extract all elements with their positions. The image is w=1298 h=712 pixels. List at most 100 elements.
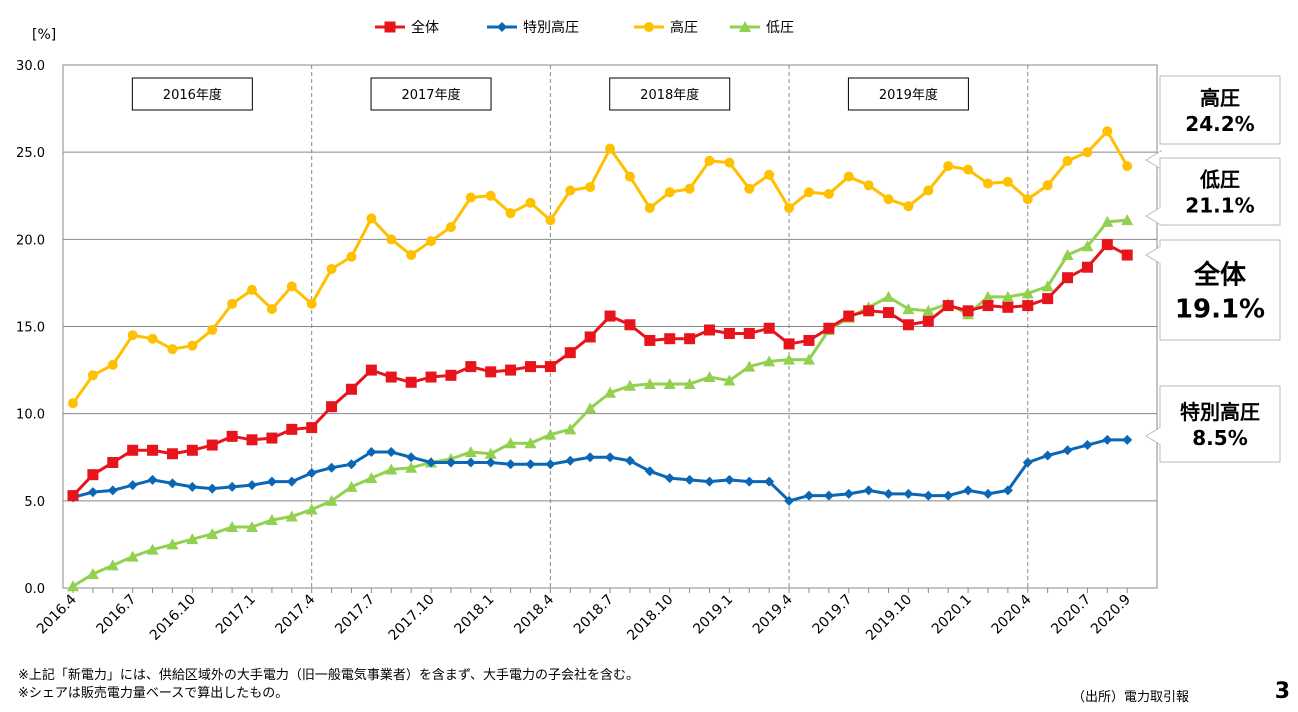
page-number: 3 [1274,679,1290,704]
data-point [67,580,79,592]
data-point [744,476,755,487]
data-point [644,202,655,213]
period-label: 2019年度 [879,87,938,103]
data-point [385,463,398,475]
data-point [723,374,736,386]
data-point [425,371,437,383]
data-point [982,300,994,312]
data-point [903,488,914,499]
data-point [366,213,377,224]
data-point [87,469,99,481]
data-point [265,514,278,526]
data-point [585,182,596,193]
data-point [942,300,954,312]
callout-pointer-mask [1159,208,1162,224]
callout-value: 21.1% [1185,194,1254,218]
data-point [524,361,536,373]
legend-marker [644,22,654,32]
period-label: 2016年度 [163,87,222,103]
x-tick-label: 2020.7 [1048,592,1094,638]
data-point [823,490,834,501]
data-point [345,480,358,492]
legend: 全体 特別高圧 高圧 低圧 [375,19,794,36]
legend-marker [739,21,751,32]
data-point [902,319,914,331]
series-0 [67,239,1133,502]
data-point [584,331,596,343]
source-note: （出所）電力取引報 [1072,690,1190,705]
data-point [963,485,974,496]
callout-frame [1159,239,1281,341]
data-point [664,473,675,484]
x-tick-label: 2016.4 [34,591,80,637]
data-point [764,169,775,180]
data-point [624,319,636,331]
x-tick-label: 2017.1 [213,592,259,638]
data-point [883,307,895,319]
data-point [605,452,616,463]
period-label-box: 2017年度 [370,77,492,111]
data-point [87,487,98,498]
data-point [544,361,556,373]
data-point [1042,450,1053,461]
data-point [1102,434,1113,445]
period-label-box: 2019年度 [847,77,969,111]
callout-pointer [1145,206,1162,226]
data-point [982,488,993,499]
data-point [963,164,974,175]
data-point [505,459,516,470]
callout-value: 8.5% [1192,426,1247,450]
data-point [406,250,417,261]
data-point [923,185,934,196]
x-tick-label: 2017.10 [386,592,438,644]
y-tick-label: 0.0 [24,582,45,597]
data-point [68,398,78,409]
data-point [207,483,218,494]
callout-frame [1159,157,1281,226]
data-point [764,476,775,487]
data-point [585,452,596,463]
data-point [943,490,954,501]
data-point [604,310,616,322]
data-point [1002,485,1013,496]
callout-frame [1159,385,1281,463]
data-point [1022,300,1034,312]
data-point [365,364,377,376]
data-point [485,366,497,378]
x-tick-label: 2017.4 [273,591,319,637]
data-point [247,284,258,295]
data-point [664,187,675,198]
data-point [67,490,79,502]
data-point [127,444,139,456]
data-point [166,538,179,550]
period-box [131,77,253,111]
legend-marker [384,21,396,33]
callout-pointer [1145,426,1162,446]
data-point [565,185,576,196]
data-point [465,192,476,203]
data-point [684,474,695,485]
data-point [624,171,635,182]
data-point [246,520,259,532]
data-point [146,543,159,555]
legend-label: 高圧 [670,19,698,36]
data-point [127,330,138,341]
data-point [823,189,834,200]
callout-name: 特別高圧 [1180,400,1260,424]
data-point [922,304,935,316]
data-point [246,434,258,446]
data-point [684,183,695,194]
data-point [1002,301,1014,313]
data-point [426,236,437,247]
period-box [609,77,731,111]
data-point [167,344,178,355]
data-point [783,338,795,350]
data-point [584,402,597,414]
data-point [1042,180,1053,191]
data-point [386,234,397,245]
y-tick-label: 5.0 [24,495,45,510]
data-point [505,208,516,219]
data-point [823,322,835,334]
